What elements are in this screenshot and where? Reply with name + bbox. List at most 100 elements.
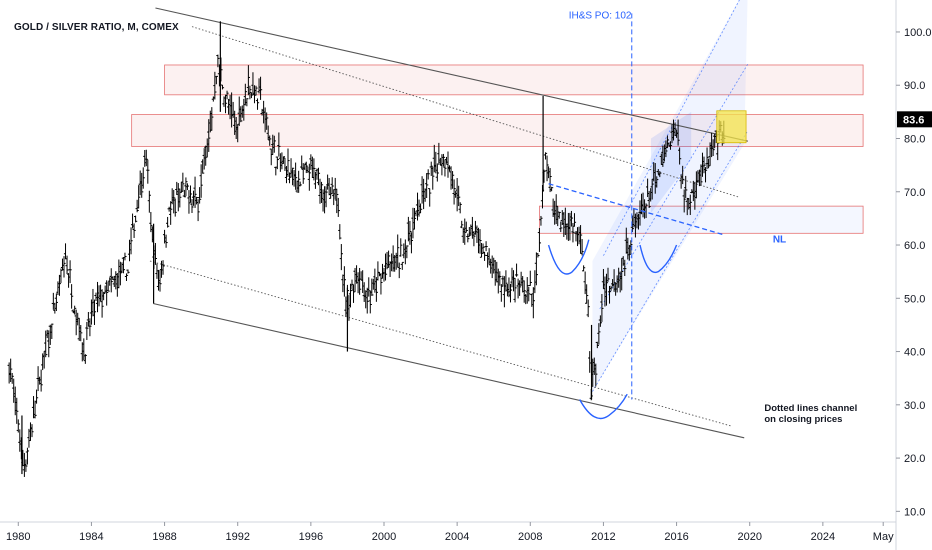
ohlc-bar — [10, 372, 14, 384]
y-tick-label: 10.0 — [904, 506, 925, 518]
ohlc-bar — [201, 159, 205, 174]
ohlc-bar — [681, 165, 685, 185]
ohlc-bar — [513, 277, 517, 303]
ohlc-bar — [528, 270, 532, 286]
ohlc-bar — [350, 279, 354, 290]
ohlc-bar — [255, 98, 260, 110]
ohlc-bar — [342, 266, 346, 297]
ohlc-bar — [225, 90, 229, 100]
y-tick-label: 70.0 — [904, 187, 925, 199]
ohlc-bar — [146, 159, 150, 184]
ohlc-bar — [594, 363, 598, 387]
ohlc-bar — [379, 273, 383, 295]
ohlc-bar — [703, 167, 708, 183]
ohlc-bar — [34, 389, 39, 404]
ohlc-bar — [458, 202, 462, 214]
ohlc-bar — [147, 190, 151, 213]
ohlc-bar — [68, 260, 72, 284]
ohlc-bar — [623, 259, 627, 276]
ohlc-bar — [216, 54, 220, 68]
ohlc-bar — [158, 269, 162, 292]
chart-title: GOLD / SILVER RATIO, M, COMEX — [14, 22, 179, 33]
x-tick-label: 1984 — [79, 531, 103, 543]
ohlc-bar — [629, 240, 633, 254]
x-axis: 1980 1984 1988 1992 1996 2000 2004 2008 2012 2016… — [0, 521, 896, 543]
ohlc-bar — [425, 173, 429, 199]
ohlc-bar — [166, 216, 170, 228]
highlight-box — [716, 110, 747, 144]
ohlc-bar — [243, 83, 247, 106]
ohlc-bar — [464, 221, 468, 233]
neckline-label: NL — [773, 234, 786, 245]
ohlc-bar — [181, 172, 185, 192]
ohlc-bar — [383, 253, 388, 281]
ohlc-bar — [207, 119, 211, 152]
ohlc-bar — [543, 152, 548, 160]
ohlc-bar — [409, 232, 414, 254]
ohlc-bar — [397, 262, 401, 279]
ohlc-bar — [545, 155, 549, 182]
ohlc-bar — [604, 273, 609, 306]
ohlc-bar — [534, 252, 538, 286]
y-tick-label: 40.0 — [904, 347, 925, 359]
ohlc-bar — [85, 321, 89, 341]
ohlc-bar — [705, 147, 709, 169]
right-shoulder-arc — [639, 244, 678, 274]
ohlc-bar — [711, 139, 715, 157]
ohlc-bar — [123, 252, 127, 261]
y-tick-label: 30.0 — [904, 400, 925, 412]
ohlc-bar — [169, 201, 173, 225]
ohlc-bar — [109, 268, 113, 293]
ohlc-bar — [129, 227, 133, 255]
ohlc-bar — [286, 148, 290, 177]
ohlc-bar — [412, 207, 417, 230]
ohlc-bar — [239, 106, 243, 123]
ohlc-bar — [550, 186, 554, 192]
ohlc-bar — [335, 188, 339, 214]
ohlc-bar — [630, 215, 634, 233]
ohlc-bar — [70, 284, 74, 309]
ohlc-bar — [466, 233, 470, 243]
ohlc-bar — [172, 189, 176, 214]
ohlc-bar — [62, 256, 66, 278]
ohlc-bar — [16, 419, 20, 433]
ohlc-bar — [312, 158, 316, 181]
ohlc-bar — [210, 107, 214, 131]
x-tick-label: 2012 — [591, 531, 615, 543]
rising-channel — [592, 0, 749, 392]
ohlc-bar — [588, 351, 592, 373]
ohlc-bar — [537, 227, 542, 252]
y-tick-label: 100.0 — [904, 27, 932, 39]
ohlc-bar — [580, 239, 584, 256]
ohlc-bar — [578, 225, 583, 254]
ohlc-bar — [539, 215, 543, 226]
ohlc-bar — [644, 203, 648, 219]
ohlc-bar — [609, 285, 613, 291]
ohlc-bar — [368, 290, 372, 314]
ohlc-bar — [482, 251, 487, 261]
ohlc-bar — [396, 234, 400, 268]
x-tick-label: 2020 — [737, 531, 761, 543]
ohlc-bar — [105, 280, 109, 306]
ohlc-bar — [431, 166, 435, 190]
ohlc-bar — [586, 299, 590, 318]
trendlines — [149, 7, 749, 439]
ohlc-bar — [47, 330, 51, 358]
ohlc-bar — [569, 210, 574, 227]
ohlc-bar — [441, 153, 446, 167]
upper-dotted-line — [191, 26, 739, 198]
ohlc-bar — [522, 280, 526, 303]
ohlc-bar — [30, 424, 34, 438]
ohlc-bar — [678, 147, 682, 165]
ohlc-bar — [59, 268, 63, 283]
ohlc-bar — [265, 112, 269, 130]
ohlc-bar — [124, 273, 129, 281]
ohlc-bar — [190, 199, 194, 213]
ohlc-bar — [457, 185, 461, 207]
ohlc-bar — [668, 141, 673, 150]
resistance-zone-90 — [164, 64, 864, 96]
ohlc-bar — [182, 189, 186, 198]
ohlc-bar — [198, 187, 202, 204]
x-tick-label: 2000 — [372, 531, 396, 543]
